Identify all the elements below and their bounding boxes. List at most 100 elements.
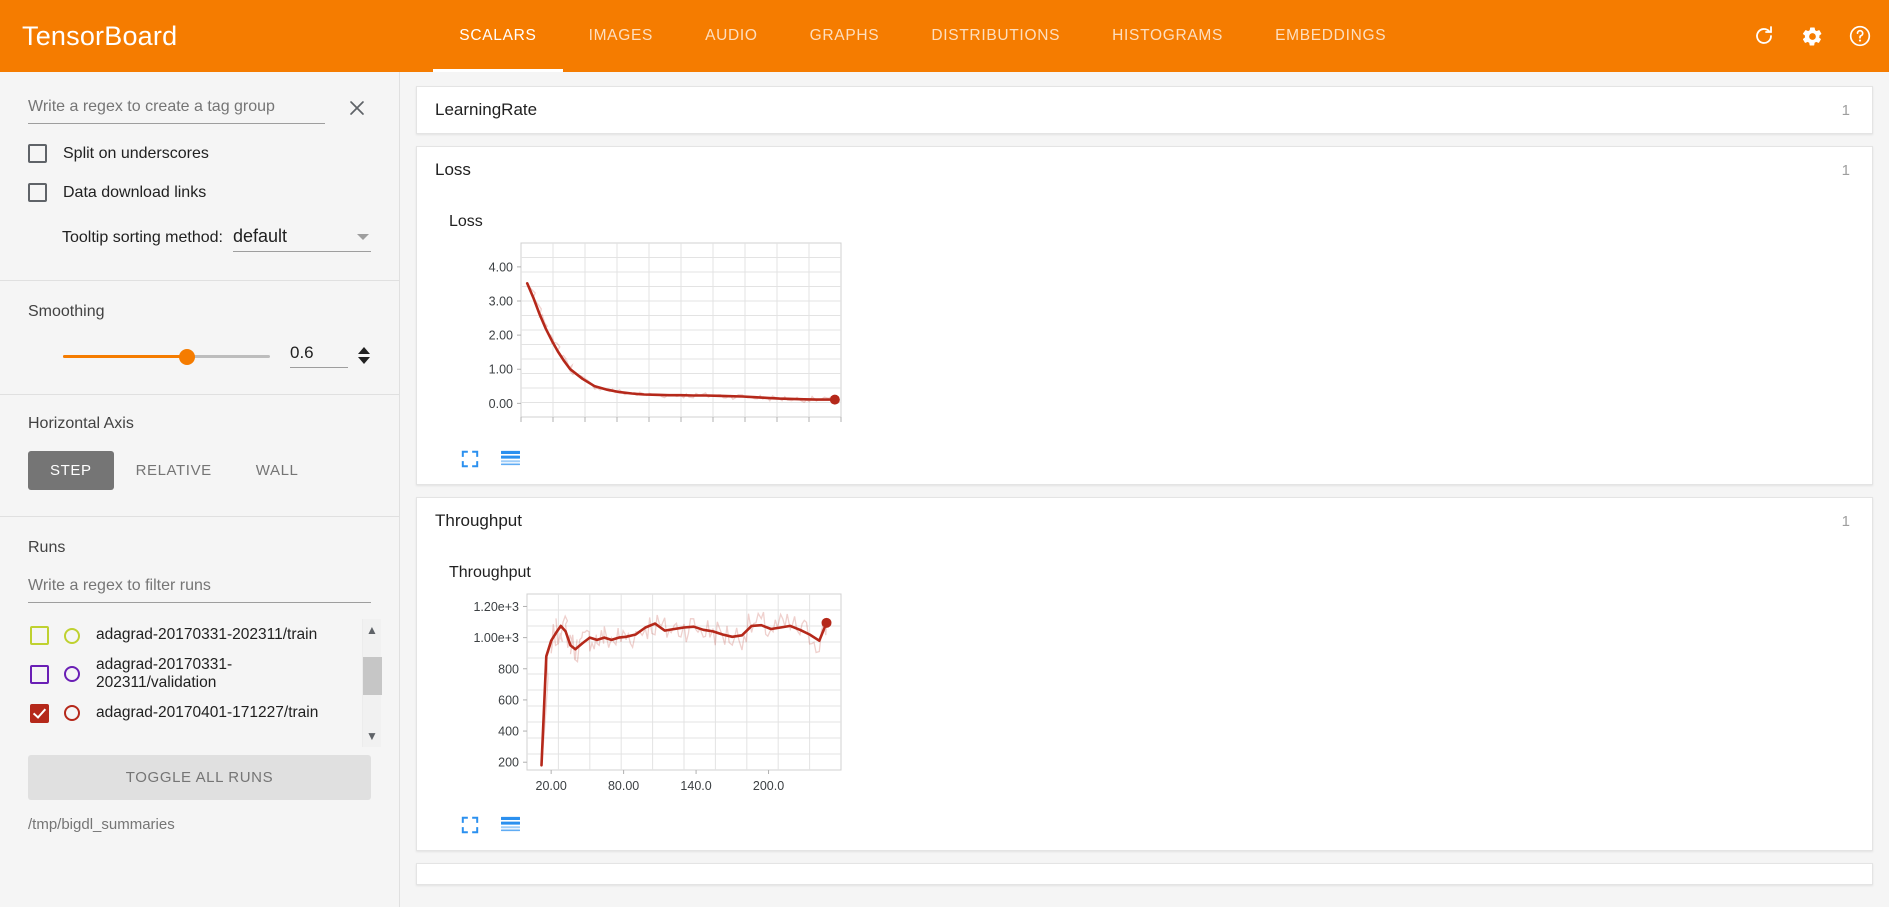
data-download-links-row[interactable]: Data download links <box>0 183 399 202</box>
run-checkbox[interactable] <box>30 664 49 684</box>
list-item[interactable]: adagrad-20170331-202311/train <box>18 619 353 652</box>
divider-2 <box>0 394 399 395</box>
run-color-circle <box>64 666 80 683</box>
run-filter-input[interactable] <box>28 575 371 603</box>
axis-option-relative-label: RELATIVE <box>135 462 212 479</box>
tab-images[interactable]: IMAGES <box>563 0 680 72</box>
svg-text:800: 800 <box>498 662 519 676</box>
card-count: 1 <box>1841 101 1850 119</box>
expand-icon[interactable] <box>461 816 479 834</box>
nav-tabs: SCALARS IMAGES AUDIO GRAPHS DISTRIBUTION… <box>433 0 1412 72</box>
toggle-all-runs-button[interactable]: TOGGLE ALL RUNS <box>28 755 371 800</box>
card-throughput: Throughput 1 Throughput 200 400 600 800 1.00… <box>416 497 1873 851</box>
split-underscores-checkbox[interactable] <box>28 144 47 163</box>
sidebar: Split on underscores Data download links… <box>0 72 400 907</box>
chart-throughput[interactable]: 200 400 600 800 1.00e+3 1.20e+3 20.00 80.00 140.… <box>449 588 1854 808</box>
data-series-icon[interactable] <box>501 816 520 834</box>
card-title: Loss <box>435 160 471 179</box>
logdir-path: /tmp/bigdl_summaries <box>28 816 175 833</box>
card-header-loss[interactable]: Loss 1 <box>417 147 1872 193</box>
axis-option-step[interactable]: STEP <box>28 451 114 490</box>
tag-regex-input[interactable] <box>28 96 325 124</box>
chart-throughput-svg: 200 400 600 800 1.00e+3 1.20e+3 20.00 80.00 140.… <box>473 593 842 793</box>
svg-text:3.00: 3.00 <box>489 295 513 309</box>
svg-text:1.00e+3: 1.00e+3 <box>473 631 519 645</box>
chart-tools-throughput <box>461 816 1854 834</box>
smoothing-row: 0.6 <box>0 343 399 368</box>
split-underscores-row[interactable]: Split on underscores <box>0 144 399 163</box>
tab-distributions-label: DISTRIBUTIONS <box>931 27 1061 44</box>
tooltip-sorting-label: Tooltip sorting method: <box>62 229 223 246</box>
svg-text:1.00: 1.00 <box>489 363 513 377</box>
card-body-throughput: Throughput 200 400 600 800 1.00e+3 1.20e+3 20.… <box>417 544 1872 850</box>
svg-text:2.00: 2.00 <box>489 329 513 343</box>
slider-fill <box>63 354 188 358</box>
run-list-wrap: adagrad-20170331-202311/train adagrad-20… <box>18 619 382 747</box>
run-list-scrollbar[interactable]: ▲ ▼ <box>362 619 382 747</box>
card-loss: Loss 1 Loss 0.00 1.00 2.00 3.00 4.00 <box>416 146 1873 485</box>
stepper-up-icon[interactable] <box>357 347 370 354</box>
tab-graphs-label: GRAPHS <box>809 27 880 44</box>
tab-images-label: IMAGES <box>588 27 654 44</box>
run-label: adagrad-20170331-202311/validation <box>96 656 233 692</box>
tab-scalars-label: SCALARS <box>459 27 537 44</box>
horizontal-axis-title: Horizontal Axis <box>28 415 134 432</box>
card-next-peek[interactable] <box>416 863 1873 885</box>
tag-regex-row <box>0 72 399 124</box>
card-learningrate: LearningRate 1 <box>416 86 1873 134</box>
tooltip-sorting-select[interactable]: default <box>232 226 371 252</box>
close-icon[interactable] <box>343 94 371 122</box>
run-checkbox[interactable] <box>30 626 49 645</box>
svg-text:200: 200 <box>498 756 519 770</box>
data-download-links-checkbox[interactable] <box>28 183 47 202</box>
chevron-up-icon[interactable]: ▲ <box>366 623 378 637</box>
tab-embeddings[interactable]: EMBEDDINGS <box>1249 0 1412 72</box>
chevron-down-icon[interactable]: ▼ <box>366 729 378 743</box>
chevron-down-icon <box>357 233 369 240</box>
tooltip-sorting-row: Tooltip sorting method: default <box>0 226 399 252</box>
runs-block: Runs adagrad-20170331-202311/train adagr… <box>0 517 399 833</box>
run-label: adagrad-20170401-171227/train <box>96 703 319 721</box>
slider-knob[interactable] <box>179 348 196 365</box>
list-item[interactable]: adagrad-20170401-171227/train <box>18 697 353 730</box>
refresh-icon[interactable] <box>1751 23 1777 49</box>
tab-histograms[interactable]: HISTOGRAMS <box>1086 0 1249 72</box>
tab-scalars[interactable]: SCALARS <box>433 0 563 72</box>
run-filter-row <box>0 575 399 603</box>
body-wrap: Split on underscores Data download links… <box>0 72 1889 907</box>
horizontal-axis-block: Horizontal Axis STEP RELATIVE WALL <box>0 395 399 490</box>
help-icon[interactable] <box>1847 23 1873 49</box>
chart-title-loss: Loss <box>449 213 483 230</box>
card-header-throughput[interactable]: Throughput 1 <box>417 498 1872 544</box>
svg-text:4.00: 4.00 <box>489 260 513 274</box>
stepper-down-icon[interactable] <box>357 357 370 364</box>
expand-icon[interactable] <box>461 450 479 468</box>
card-count: 1 <box>1841 512 1850 530</box>
chart-loss-svg: 0.00 1.00 2.00 3.00 4.00 <box>489 242 842 422</box>
svg-text:1.20e+3: 1.20e+3 <box>473 600 519 614</box>
data-download-links-label: Data download links <box>63 183 207 201</box>
axis-option-wall[interactable]: WALL <box>234 451 321 490</box>
tab-distributions[interactable]: DISTRIBUTIONS <box>905 0 1086 72</box>
scrollbar-thumb[interactable] <box>362 657 382 695</box>
axis-option-relative[interactable]: RELATIVE <box>114 451 234 490</box>
smoothing-value[interactable]: 0.6 <box>290 343 348 368</box>
tab-audio-label: AUDIO <box>705 27 758 44</box>
smoothing-stepper[interactable] <box>356 347 371 364</box>
tab-graphs[interactable]: GRAPHS <box>784 0 906 72</box>
chart-loss[interactable]: 0.00 1.00 2.00 3.00 4.00 <box>449 237 1854 442</box>
axis-option-step-label: STEP <box>50 462 92 479</box>
divider-3 <box>0 516 399 517</box>
gear-icon[interactable] <box>1799 23 1825 49</box>
svg-text:0.00: 0.00 <box>489 397 513 411</box>
list-item[interactable]: adagrad-20170331-202311/validation <box>18 652 353 697</box>
card-header-learningrate[interactable]: LearningRate 1 <box>417 87 1872 133</box>
smoothing-slider[interactable] <box>63 346 270 366</box>
app-brand: TensorBoard <box>22 20 178 51</box>
split-underscores-label: Split on underscores <box>63 144 209 162</box>
smoothing-block: Smoothing 0.6 <box>0 281 399 368</box>
app-header: TensorBoard SCALARS IMAGES AUDIO GRAPHS … <box>0 0 1889 72</box>
data-series-icon[interactable] <box>501 450 520 468</box>
tab-audio[interactable]: AUDIO <box>679 0 784 72</box>
run-checkbox[interactable] <box>30 703 49 723</box>
